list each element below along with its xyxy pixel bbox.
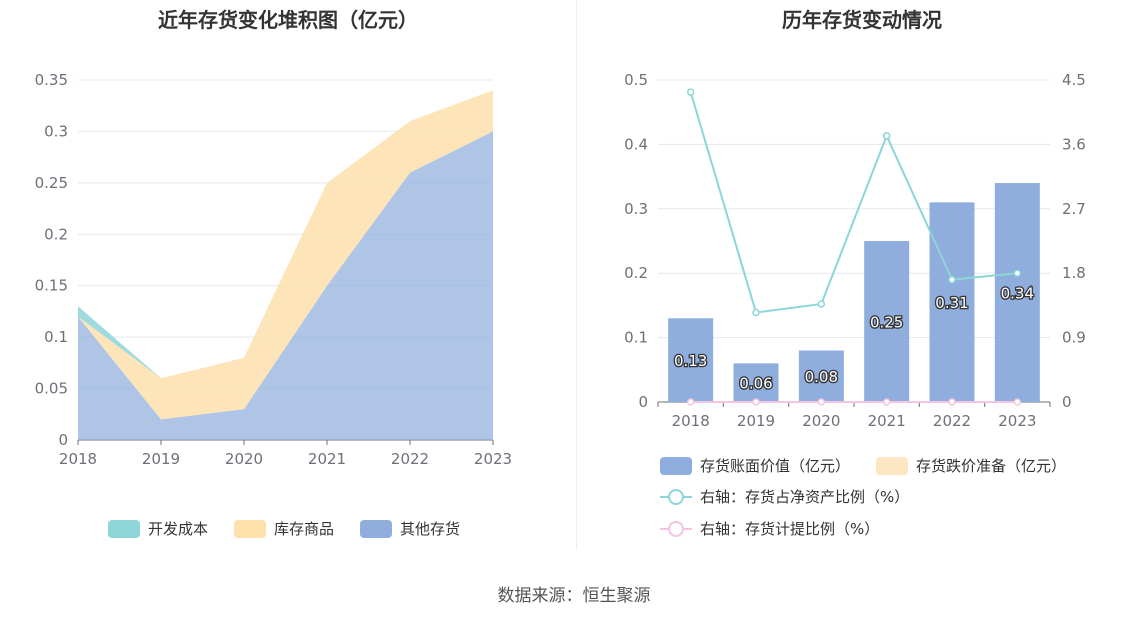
area-other-inventory — [78, 131, 493, 440]
left-x-tick-label: 2023 — [474, 450, 512, 468]
right-y-left-tick-label: 0.2 — [624, 264, 648, 282]
left-x-tick-label: 2022 — [391, 450, 429, 468]
right-bar-line-chart: 0 0.1 0.2 0.3 0.4 0.5 0 0.9 1.8 2.7 3.6 4.5 2018 2019… — [624, 71, 1086, 538]
bar-value-label: 0.08 — [805, 368, 838, 386]
bar-value-label: 0.13 — [674, 352, 707, 370]
provision-ratio-point — [1013, 398, 1022, 406]
equity-ratio-point — [1013, 269, 1022, 277]
equity-ratio-point — [882, 132, 891, 140]
left-y-tick-label: 0.25 — [35, 174, 68, 192]
provision-ratio-point — [948, 398, 956, 406]
left-legend-label: 其他存货 — [400, 520, 460, 538]
bar-book-value — [668, 318, 714, 402]
left-y-tick-label: 0.15 — [35, 277, 68, 295]
right-y-right-tick-label: 2.7 — [1062, 200, 1086, 218]
right-x-tick-label: 2021 — [868, 412, 906, 430]
equity-ratio-point — [686, 88, 695, 96]
provision-ratio-point — [752, 398, 760, 406]
left-x-tick-label: 2020 — [225, 450, 263, 468]
left-y-tick-label: 0.05 — [35, 380, 68, 398]
right-legend-swatch — [876, 457, 908, 475]
right-legend-swatch — [660, 457, 692, 475]
right-x-tick-label: 2023 — [998, 412, 1036, 430]
bar-value-label: 0.25 — [870, 314, 903, 332]
bar-book-value — [864, 241, 910, 402]
right-y-right-tick-label: 3.6 — [1062, 135, 1086, 153]
right-x-tick-label: 2018 — [672, 412, 710, 430]
right-x-tick-label: 2022 — [933, 412, 971, 430]
chart-divider — [576, 0, 577, 550]
left-legend-swatch — [234, 520, 266, 538]
right-y-left-tick-label: 0.1 — [624, 329, 648, 347]
left-x-tick-label: 2018 — [59, 450, 97, 468]
right-y-left-tick-label: 0 — [638, 393, 648, 411]
bar-book-value — [733, 363, 779, 402]
area-inventory-goods — [78, 90, 493, 420]
provision-ratio-point — [882, 398, 891, 406]
right-y-left-tick-label: 0.3 — [624, 200, 648, 218]
data-source: 数据来源：恒生聚源 — [497, 586, 651, 606]
left-legend-label: 开发成本 — [148, 520, 208, 538]
left-x-tick-label: 2021 — [308, 450, 346, 468]
right-legend-label: 存货账面价值（亿元） — [700, 457, 850, 475]
right-legend-marker — [668, 521, 684, 537]
right-x-tick-label: 2020 — [802, 412, 840, 430]
right-y-right-tick-label: 4.5 — [1062, 71, 1086, 89]
right-y-right-tick-label: 1.8 — [1062, 264, 1086, 282]
bar-book-value — [994, 183, 1040, 402]
right-legend-label: 右轴：存货计提比例（%） — [700, 520, 879, 538]
left-y-tick-label: 0.2 — [44, 225, 68, 243]
right-y-right-tick-label: 0 — [1062, 393, 1072, 411]
left-y-tick-label: 0.3 — [44, 122, 68, 140]
right-y-left-tick-label: 0.4 — [624, 135, 648, 153]
charts-canvas: 0 0.05 0.1 0.15 0.2 0.25 0.3 0.35 2018 2019 2020 20… — [35, 71, 1086, 538]
right-legend-label: 右轴：存货占净资产比例（%） — [700, 488, 909, 506]
bar-book-value — [929, 202, 975, 402]
left-legend-swatch — [108, 520, 140, 538]
bar-book-value — [798, 350, 844, 402]
right-chart-title: 历年存货变动情况 — [782, 8, 942, 32]
left-legend-swatch — [360, 520, 392, 538]
left-legend-label: 库存商品 — [274, 520, 334, 538]
left-y-tick-label: 0.35 — [35, 71, 68, 89]
left-stacked-area-chart: 0 0.05 0.1 0.15 0.2 0.25 0.3 0.35 2018 2019 2020 20… — [35, 71, 512, 538]
provision-ratio-point — [817, 398, 826, 406]
right-legend-label: 存货跌价准备（亿元） — [916, 457, 1066, 475]
equity-ratio-point — [948, 275, 956, 284]
left-y-tick-label: 0 — [58, 431, 68, 449]
bar-value-label: 0.34 — [1001, 285, 1034, 303]
right-y-right-tick-label: 0.9 — [1062, 329, 1086, 347]
equity-ratio-point — [817, 300, 826, 308]
right-legend-marker — [668, 489, 684, 505]
line-inventory-to-equity — [689, 91, 1018, 314]
right-x-tick-label: 2019 — [737, 412, 775, 430]
bar-value-label: 0.31 — [935, 294, 968, 312]
left-x-tick-label: 2019 — [142, 450, 180, 468]
left-y-tick-label: 0.1 — [44, 328, 68, 346]
bar-value-label: 0.06 — [739, 375, 772, 393]
left-chart-title: 近年存货变化堆积图（亿元） — [158, 8, 418, 32]
equity-ratio-point — [752, 308, 760, 317]
provision-ratio-point — [686, 398, 695, 406]
right-y-left-tick-label: 0.5 — [624, 71, 648, 89]
